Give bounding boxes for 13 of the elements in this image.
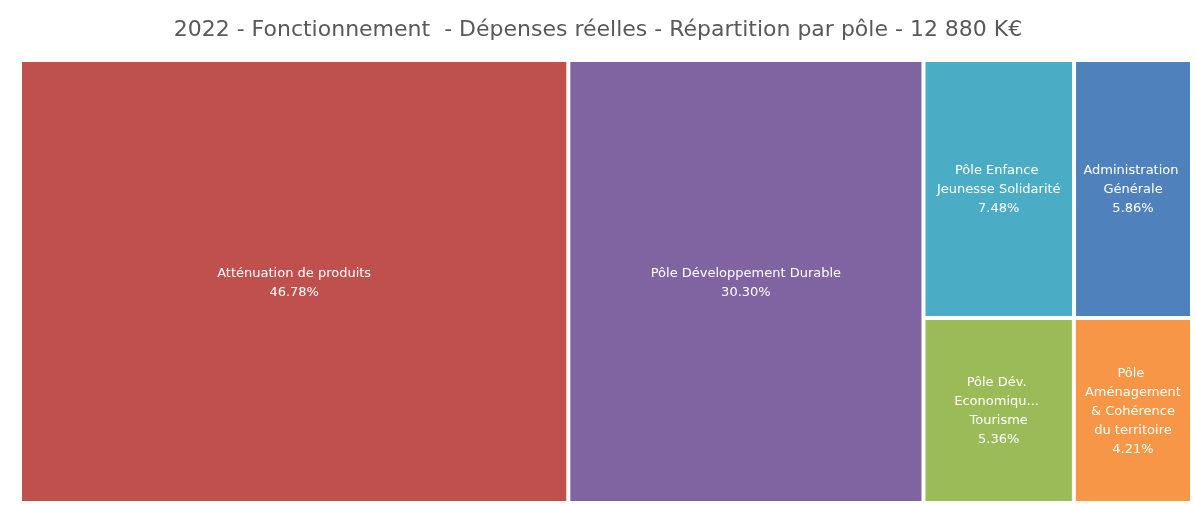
- data-label: 4.21%: [1112, 440, 1154, 456]
- category-label: Pôle Enfance Jeunesse Solidarité: [935, 162, 1061, 197]
- category-label: Administration Générale: [1083, 162, 1183, 197]
- data-label: 30.30%: [721, 283, 771, 299]
- category-label: Pôle Dév. Economiqu... Tourisme: [954, 374, 1044, 428]
- category-label: Pôle Développement Durable: [650, 264, 842, 280]
- text: 2022 - Fonctionnement - Dépenses réelles - Répartition par pôle - 12 880 K€: [173, 15, 1023, 41]
- category-label: Pôle Aménagement & Cohérence du territoire: [1084, 364, 1181, 437]
- data-label: 46.78%: [269, 283, 319, 299]
- category-label: Atténuation de produits: [217, 264, 372, 280]
- data-label: 5.36%: [978, 431, 1020, 447]
- data-label: 7.48%: [978, 200, 1020, 216]
- data-label: 5.86%: [1112, 200, 1154, 216]
